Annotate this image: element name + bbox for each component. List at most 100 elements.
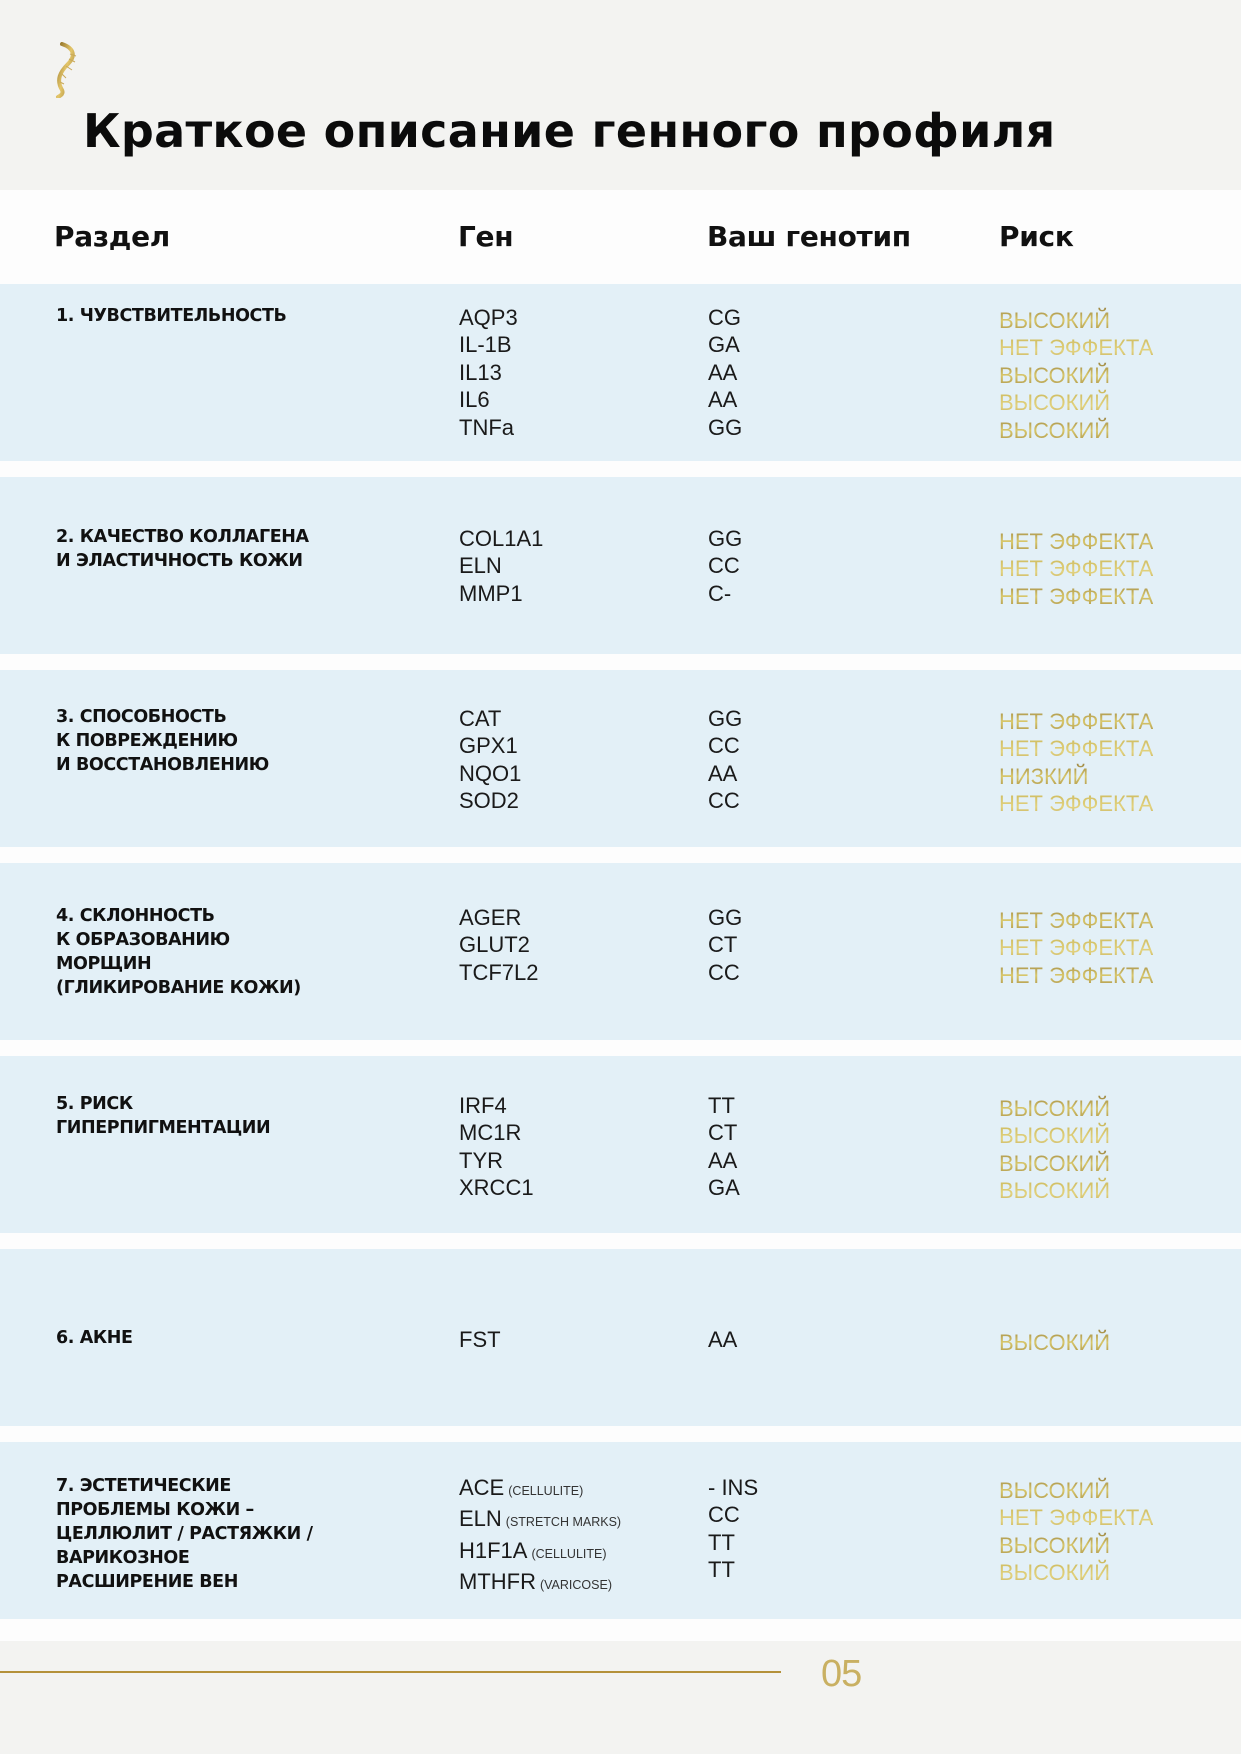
gene-item: SOD2	[459, 787, 521, 814]
gene-list: COL1A1 ELN MMP1	[459, 525, 543, 607]
genotype-value: CC	[708, 959, 740, 985]
table-header: Раздел Ген Ваш генотип Риск	[0, 190, 1241, 284]
gene-item: CAT	[459, 705, 521, 732]
section-line: И ВОССТАНОВЛЕНИЮ	[56, 755, 269, 775]
risk-value: НИЗКИЙ	[999, 763, 1153, 790]
gene-list: ACE (CELLULITE) ELN (STRETCH MARKS) H1F1A (CE…	[459, 1474, 621, 1600]
genotype-value: GG	[708, 526, 743, 551]
risk-value: НЕТ ЭФФЕКТА	[999, 709, 1154, 734]
risk-value: ВЫСОКИЙ	[999, 1477, 1153, 1504]
risk-value: НЕТ ЭФФЕКТА	[999, 736, 1154, 762]
gene-item: ELN	[459, 552, 543, 579]
gene-note: (VARICOSE)	[539, 1578, 612, 1593]
risk-value: НЕТ ЭФФЕКТА	[999, 908, 1154, 933]
gene-list: AGER GLUT2 TCF7L2	[459, 904, 538, 986]
gene-item: AGER	[459, 904, 538, 931]
genotype-value: AA	[708, 359, 738, 385]
gene-item: XRCC1	[459, 1174, 534, 1201]
gene-name: MMP1	[459, 580, 523, 606]
genotype-value: GG	[708, 706, 743, 731]
section-line: РАСШИРЕНИЕ ВЕН	[56, 1572, 238, 1592]
risk-value: НЕТ ЭФФЕКТА	[999, 583, 1154, 609]
gene-note: (CELLULITE)	[531, 1546, 607, 1561]
section-name: 1. ЧУВСТВИТЕЛЬНОСТЬ	[56, 304, 376, 328]
genotype-value: CC	[708, 1502, 740, 1528]
genotype-value: AA	[708, 760, 738, 786]
risk-value: НЕТ ЭФФЕКТА	[999, 1505, 1154, 1531]
risk-value: ВЫСОКИЙ	[999, 1150, 1111, 1176]
section-line: МОРЩИН	[56, 954, 152, 974]
risk-value: ВЫСОКИЙ	[999, 1123, 1111, 1149]
footer-divider	[0, 1671, 781, 1673]
genotype-value: AA	[708, 387, 738, 413]
gene-item: TNFa	[459, 414, 518, 441]
section-name: 5. РИСК ГИПЕРПИГМЕНТАЦИИ	[56, 1092, 376, 1140]
section-line: ГИПЕРПИГМЕНТАЦИИ	[56, 1118, 271, 1138]
page-title: Краткое описание генного профиля	[83, 104, 1056, 158]
genotype-value: TT	[708, 1093, 735, 1118]
gene-item: GPX1	[459, 732, 521, 759]
gene-name: SOD2	[459, 788, 519, 814]
gene-item: MC1R	[459, 1119, 534, 1146]
gene-name: MTHFR	[459, 1569, 536, 1595]
section-line: К ПОВРЕЖДЕНИЮ	[56, 731, 238, 751]
section-line: К ОБРАЗОВАНИЮ	[56, 930, 230, 950]
gene-item: ELN (STRETCH MARKS)	[459, 1505, 621, 1536]
section-line: 6. АКНЕ	[56, 1328, 133, 1348]
gene-name: AGER	[459, 905, 522, 930]
risk-value: ВЫСОКИЙ	[999, 1330, 1111, 1355]
gene-list: IRF4 MC1R TYR XRCC1	[459, 1092, 534, 1202]
section-name: 7. ЭСТЕТИЧЕСКИЕ ПРОБЛЕМЫ КОЖИ – ЦЕЛЛЮЛИТ /…	[56, 1474, 376, 1594]
gene-list: AQP3 IL-1B IL13 IL6 TNFa	[459, 304, 518, 441]
gene-list: CAT GPX1 NQO1 SOD2	[459, 705, 521, 815]
gene-item: IRF4	[459, 1092, 534, 1119]
gene-note: (CELLULITE)	[508, 1484, 584, 1498]
genotype-value: CT	[708, 932, 738, 958]
risk-value: НЕТ ЭФФЕКТА	[999, 556, 1154, 582]
table-row: 2. КАЧЕСТВО КОЛЛАГЕНА И ЭЛАСТИЧНОСТЬ КОЖИ…	[0, 477, 1241, 654]
gene-name: CAT	[459, 706, 502, 731]
gene-name: ACE	[459, 1475, 505, 1500]
section-line: 2. КАЧЕСТВО КОЛЛАГЕНА	[56, 527, 309, 547]
risk-value: НЕТ ЭФФЕКТА	[999, 962, 1154, 988]
gene-item: TYR	[459, 1147, 534, 1174]
risk-value: ВЫСОКИЙ	[999, 1178, 1111, 1204]
gene-item: H1F1A (CELLULITE)	[459, 1537, 621, 1568]
genotype-value: CC	[708, 733, 740, 759]
risk-list: ВЫСОКИЙ НЕТ ЭФФЕКТА ВЫСОКИЙ ВЫСОКИЙ	[999, 1477, 1153, 1587]
page-number: 05	[821, 1653, 862, 1695]
genotype-value: AA	[708, 1327, 738, 1352]
table-row: 4. СКЛОННОСТЬ К ОБРАЗОВАНИЮ МОРЩИН (ГЛИКИРО…	[0, 863, 1241, 1040]
gene-name: H1F1A	[459, 1537, 528, 1563]
genotype-list: AA	[708, 1326, 737, 1353]
risk-list: НЕТ ЭФФЕКТА НЕТ ЭФФЕКТА НЕТ ЭФФЕКТА	[999, 528, 1153, 610]
gene-item: FST	[459, 1326, 501, 1353]
gene-item: IL13	[459, 359, 518, 386]
risk-value: ВЫСОКИЙ	[999, 362, 1153, 389]
genotype-value: CC	[708, 788, 740, 814]
risk-list: НЕТ ЭФФЕКТА НЕТ ЭФФЕКТА НИЗКИЙ НЕТ ЭФФЕКТА	[999, 708, 1153, 818]
section-line: 5. РИСК	[56, 1094, 133, 1114]
section-name: 3. СПОСОБНОСТЬ К ПОВРЕЖДЕНИЮ И ВОССТАНОВЛЕ…	[56, 705, 376, 777]
section-line: И ЭЛАСТИЧНОСТЬ КОЖИ	[56, 551, 303, 571]
section-line: (ГЛИКИРОВАНИЕ КОЖИ)	[56, 978, 301, 998]
risk-value: ВЫСОКИЙ	[999, 389, 1153, 416]
gene-name: COL1A1	[459, 526, 544, 551]
gene-name: FST	[459, 1327, 501, 1352]
gene-name: IL-1B	[459, 332, 512, 358]
section-line: 3. СПОСОБНОСТЬ	[56, 707, 227, 727]
gene-note: (STRETCH MARKS)	[505, 1515, 622, 1530]
risk-list: ВЫСОКИЙ	[999, 1329, 1110, 1356]
risk-value: ВЫСОКИЙ	[999, 417, 1153, 444]
section-line: 7. ЭСТЕТИЧЕСКИЕ	[56, 1476, 231, 1496]
risk-value: НЕТ ЭФФЕКТА	[999, 335, 1154, 361]
genotype-value: - INS	[708, 1475, 759, 1500]
genotype-value: GA	[708, 1175, 740, 1201]
gene-item: MMP1	[459, 580, 543, 607]
risk-value: ВЫСОКИЙ	[999, 307, 1153, 334]
gene-name: GLUT2	[459, 932, 530, 958]
gene-item: COL1A1	[459, 525, 543, 552]
section-line: ЦЕЛЛЮЛИТ / РАСТЯЖКИ /	[56, 1524, 313, 1544]
gene-name: ELN	[459, 553, 502, 579]
header-risk: Риск	[999, 220, 1074, 253]
